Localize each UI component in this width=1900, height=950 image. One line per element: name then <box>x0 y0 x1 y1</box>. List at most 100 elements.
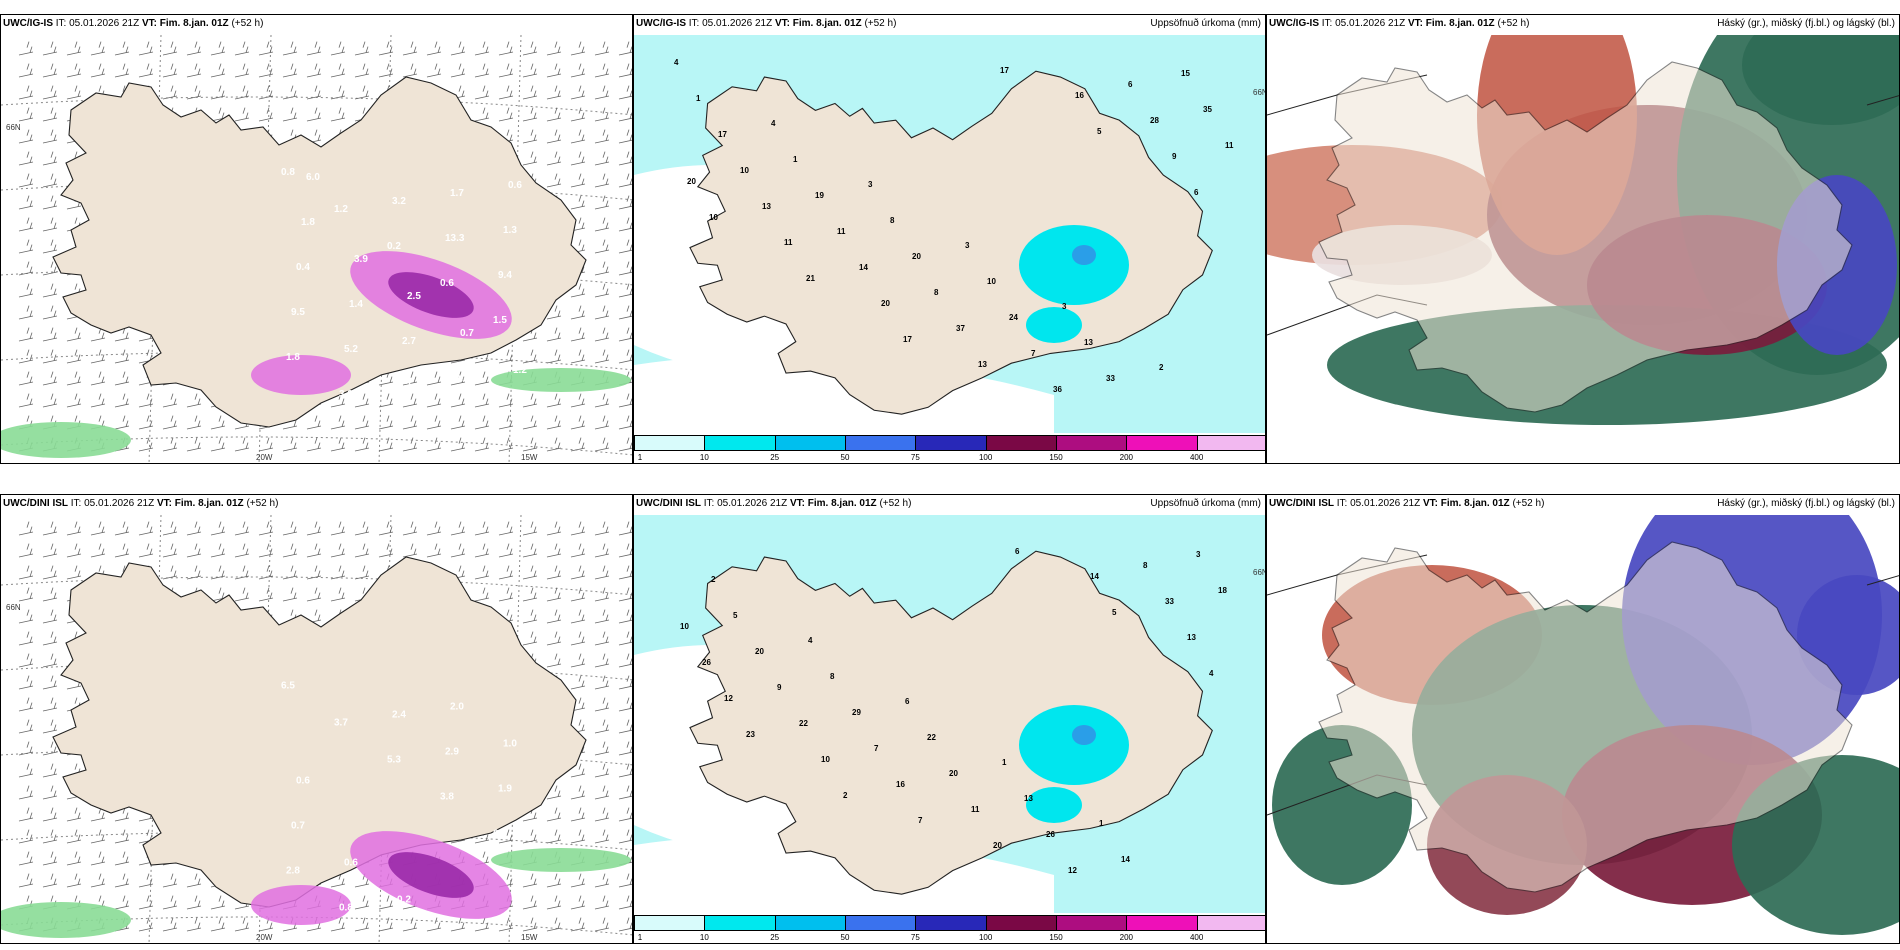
wind-barb <box>546 785 562 800</box>
colorbar-swatch <box>1196 435 1265 451</box>
wind-barb <box>186 873 202 888</box>
wind-barb <box>42 349 58 364</box>
wind-barb <box>594 543 610 558</box>
projection-line <box>1866 95 1899 106</box>
wind-barb <box>498 393 514 408</box>
wind-barb <box>90 63 106 78</box>
precip-value-label: 0.8 <box>455 373 469 384</box>
wind-barb <box>618 437 632 452</box>
wind-barb <box>66 873 82 888</box>
wind-barb <box>618 41 632 56</box>
wind-barb <box>162 415 178 430</box>
wind-barb <box>594 305 610 320</box>
precip-value-label: 2.9 <box>445 746 459 757</box>
wind-barb <box>18 41 34 56</box>
precip-value-label: 24 <box>1009 313 1018 322</box>
wind-barb <box>354 565 370 580</box>
precip-value-label: 3 <box>868 180 873 189</box>
precip-value-label: 1 <box>696 94 701 103</box>
longitude-label: 15W <box>521 453 538 462</box>
precip-value-label: 1.2 <box>334 204 348 215</box>
wind-barb <box>162 521 178 536</box>
wind-barb <box>498 565 514 580</box>
wind-barb <box>594 349 610 364</box>
latitude-label: 66N <box>1253 568 1266 577</box>
wind-barb <box>426 41 442 56</box>
wind-barb <box>42 371 58 386</box>
wind-barb <box>354 85 370 100</box>
wind-barb <box>450 393 466 408</box>
wind-barb <box>402 41 418 56</box>
wind-barb <box>498 41 514 56</box>
wind-barb <box>258 437 274 452</box>
wind-barb <box>42 675 58 690</box>
precip-value-label: 13 <box>1084 338 1093 347</box>
wind-barb <box>426 393 442 408</box>
wind-barb <box>258 587 274 602</box>
wind-barb <box>594 217 610 232</box>
wind-barb <box>570 63 586 78</box>
wind-barb <box>570 829 586 844</box>
wind-barb <box>474 371 490 386</box>
precip-area <box>1026 307 1082 343</box>
wind-barb <box>570 305 586 320</box>
wind-barb <box>42 305 58 320</box>
wind-barb <box>234 85 250 100</box>
wind-barb <box>570 349 586 364</box>
precip-value-label: 3.8 <box>440 791 454 802</box>
colorbar-tick-label: 25 <box>770 453 780 462</box>
wind-barb <box>42 587 58 602</box>
wind-barb <box>498 107 514 122</box>
latitude-line <box>1 96 632 116</box>
precip-value-label: 9.4 <box>498 270 512 281</box>
wind-barb <box>618 85 632 100</box>
wind-barb <box>18 371 34 386</box>
precip-core <box>388 272 474 318</box>
precip-value-label: 2.0 <box>450 701 464 712</box>
wind-barb <box>42 785 58 800</box>
wind-barb <box>42 763 58 778</box>
wind-barb <box>18 239 34 254</box>
precip-map-panel-bottom: UWC/DINI ISL IT: 05.01.2026 21Z VT: Fim.… <box>633 494 1266 944</box>
wind-barb <box>42 609 58 624</box>
wind-barb <box>18 195 34 210</box>
wind-barb <box>162 41 178 56</box>
wind-barb <box>42 151 58 166</box>
wind-barb <box>522 587 538 602</box>
wind-barb <box>114 895 130 910</box>
precip-value-label: 13 <box>1187 633 1196 642</box>
wind-barb <box>594 521 610 536</box>
wind-barb <box>594 239 610 254</box>
precip-value-label: 0.6 <box>296 775 310 786</box>
cloud-area <box>1742 35 1899 125</box>
wind-barb <box>570 565 586 580</box>
wind-barb <box>162 85 178 100</box>
precip-value-label: 7 <box>918 816 923 825</box>
wind-barb <box>330 107 346 122</box>
precip-value-label: 5 <box>733 611 738 620</box>
wind-barb <box>378 63 394 78</box>
colorbar-swatch <box>845 915 917 931</box>
colorbar-swatch <box>1056 435 1128 451</box>
colorbar-tick-label: 50 <box>840 933 850 942</box>
wind-barb <box>618 587 632 602</box>
panel-title: UWC/DINI ISL IT: 05.01.2026 21Z VT: Fim.… <box>1269 498 1545 509</box>
wind-barb <box>402 917 418 932</box>
wind-barb <box>258 107 274 122</box>
precip-value-label: 20 <box>993 841 1002 850</box>
wind-barb <box>546 895 562 910</box>
precip-value-label: 13 <box>1024 794 1033 803</box>
wind-barb <box>258 521 274 536</box>
wind-barb <box>234 107 250 122</box>
iceland-coastline <box>1318 61 1853 413</box>
wind-barb <box>570 151 586 166</box>
wind-barb <box>474 587 490 602</box>
wind-barb <box>18 829 34 844</box>
iceland-coastline <box>1318 541 1853 893</box>
wind-barb <box>570 393 586 408</box>
wind-barb <box>186 895 202 910</box>
wind-map: 0.8 1.2 0.2 0.6 1.5 1.8 3.9 3.2 13.3 9.4 9.5 5.2 3.3… <box>1 35 632 463</box>
wind-barb <box>594 675 610 690</box>
wind-barb <box>546 807 562 822</box>
wind-barb <box>330 85 346 100</box>
